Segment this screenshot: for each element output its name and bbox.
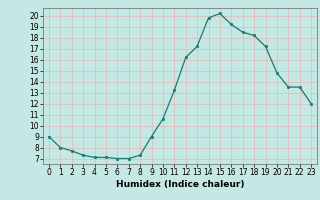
X-axis label: Humidex (Indice chaleur): Humidex (Indice chaleur): [116, 180, 244, 189]
